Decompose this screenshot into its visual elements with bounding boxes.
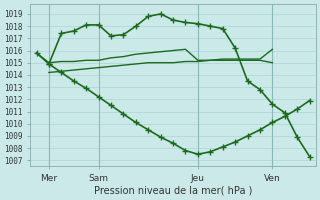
X-axis label: Pression niveau de la mer( hPa ): Pression niveau de la mer( hPa )	[94, 186, 252, 196]
